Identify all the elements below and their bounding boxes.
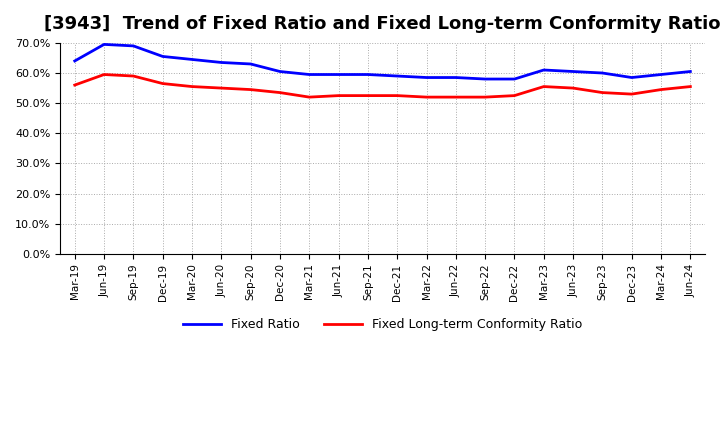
Fixed Ratio <box>305 72 314 77</box>
Fixed Long-term Conformity Ratio <box>539 84 548 89</box>
Fixed Long-term Conformity Ratio <box>217 85 225 91</box>
Fixed Long-term Conformity Ratio <box>686 84 695 89</box>
Fixed Ratio <box>598 70 607 76</box>
Fixed Long-term Conformity Ratio <box>100 72 109 77</box>
Line: Fixed Ratio: Fixed Ratio <box>75 44 690 79</box>
Fixed Ratio <box>481 77 490 82</box>
Fixed Long-term Conformity Ratio <box>334 93 343 98</box>
Fixed Ratio <box>100 42 109 47</box>
Fixed Long-term Conformity Ratio <box>393 93 402 98</box>
Fixed Ratio <box>627 75 636 80</box>
Fixed Ratio <box>364 72 372 77</box>
Fixed Ratio <box>129 43 138 48</box>
Fixed Ratio <box>539 67 548 73</box>
Fixed Long-term Conformity Ratio <box>305 95 314 100</box>
Fixed Long-term Conformity Ratio <box>627 92 636 97</box>
Line: Fixed Long-term Conformity Ratio: Fixed Long-term Conformity Ratio <box>75 74 690 97</box>
Fixed Ratio <box>451 75 460 80</box>
Fixed Long-term Conformity Ratio <box>451 95 460 100</box>
Fixed Ratio <box>188 57 197 62</box>
Fixed Long-term Conformity Ratio <box>422 95 431 100</box>
Fixed Long-term Conformity Ratio <box>657 87 665 92</box>
Fixed Ratio <box>246 61 255 66</box>
Title: [3943]  Trend of Fixed Ratio and Fixed Long-term Conformity Ratio: [3943] Trend of Fixed Ratio and Fixed Lo… <box>45 15 720 33</box>
Fixed Ratio <box>217 60 225 65</box>
Fixed Long-term Conformity Ratio <box>364 93 372 98</box>
Fixed Long-term Conformity Ratio <box>598 90 607 95</box>
Fixed Long-term Conformity Ratio <box>188 84 197 89</box>
Fixed Ratio <box>422 75 431 80</box>
Fixed Long-term Conformity Ratio <box>71 82 79 88</box>
Fixed Long-term Conformity Ratio <box>129 73 138 79</box>
Fixed Long-term Conformity Ratio <box>158 81 167 86</box>
Fixed Ratio <box>686 69 695 74</box>
Fixed Ratio <box>158 54 167 59</box>
Fixed Long-term Conformity Ratio <box>276 90 284 95</box>
Fixed Ratio <box>657 72 665 77</box>
Fixed Ratio <box>334 72 343 77</box>
Fixed Long-term Conformity Ratio <box>246 87 255 92</box>
Fixed Ratio <box>276 69 284 74</box>
Fixed Ratio <box>569 69 577 74</box>
Fixed Ratio <box>393 73 402 79</box>
Fixed Ratio <box>71 59 79 64</box>
Fixed Long-term Conformity Ratio <box>481 95 490 100</box>
Fixed Long-term Conformity Ratio <box>510 93 519 98</box>
Fixed Long-term Conformity Ratio <box>569 85 577 91</box>
Fixed Ratio <box>510 77 519 82</box>
Legend: Fixed Ratio, Fixed Long-term Conformity Ratio: Fixed Ratio, Fixed Long-term Conformity … <box>178 313 587 336</box>
